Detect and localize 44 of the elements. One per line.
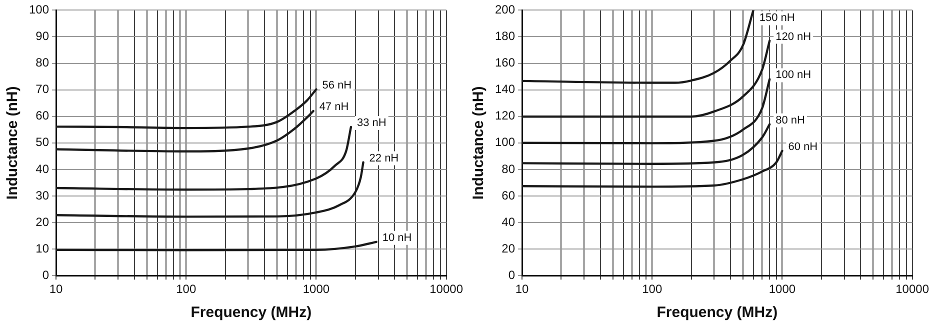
y-tick-label: 70: [36, 82, 50, 96]
series-label: 10 nH: [382, 232, 412, 244]
y-tick-label: 80: [36, 56, 50, 70]
x-tick-label: 100: [176, 282, 196, 296]
y-tick-label: 0: [42, 268, 50, 282]
y-tick-label: 80: [502, 162, 516, 176]
x-tick-label: 10: [49, 282, 64, 296]
y-tick-label: 60: [502, 188, 516, 202]
y-tick-label: 10: [36, 241, 50, 256]
x-axis-title: Frequency (MHz): [656, 304, 778, 322]
series-label: 80 nH: [776, 114, 806, 126]
x-tick-label: 100: [642, 282, 662, 296]
series-label: 22 nH: [369, 152, 399, 164]
y-tick-label: 50: [36, 135, 50, 150]
y-tick-label: 180: [494, 29, 516, 44]
y-tick-label: 140: [494, 82, 516, 96]
series-label: 47 nH: [319, 101, 349, 114]
y-axis-title: Inductance (nH): [4, 86, 22, 200]
y-tick-label: 0: [508, 268, 516, 282]
y-tick-label: 120: [494, 108, 516, 123]
y-tick-label: 20: [502, 241, 516, 256]
series-label: 33 nH: [356, 117, 386, 130]
x-tick-label: 10000: [896, 282, 930, 296]
series-label: 150 nH: [759, 12, 795, 24]
y-tick-label: 40: [502, 214, 516, 229]
y-tick-label: 20: [36, 214, 50, 229]
series-label: 100 nH: [776, 69, 812, 82]
series-label: 60 nH: [788, 140, 818, 153]
x-tick-label: 1000: [768, 282, 796, 296]
y-tick-label: 60: [36, 108, 50, 123]
x-tick-label: 1000: [302, 282, 330, 296]
y-tick-label: 30: [36, 188, 50, 202]
x-axis-title: Frequency (MHz): [190, 304, 312, 322]
y-tick-label: 100: [28, 2, 50, 17]
y-axis-title: Inductance (nH): [470, 86, 488, 200]
y-tick-label: 160: [494, 56, 516, 70]
series-label: 56 nH: [322, 79, 352, 92]
y-tick-label: 200: [494, 2, 516, 17]
x-tick-label: 10000: [430, 282, 464, 296]
y-tick-label: 40: [36, 162, 50, 176]
x-tick-label: 10: [515, 282, 530, 296]
y-tick-label: 90: [36, 29, 50, 44]
series-label: 120 nH: [776, 30, 812, 43]
y-tick-label: 100: [494, 135, 516, 150]
